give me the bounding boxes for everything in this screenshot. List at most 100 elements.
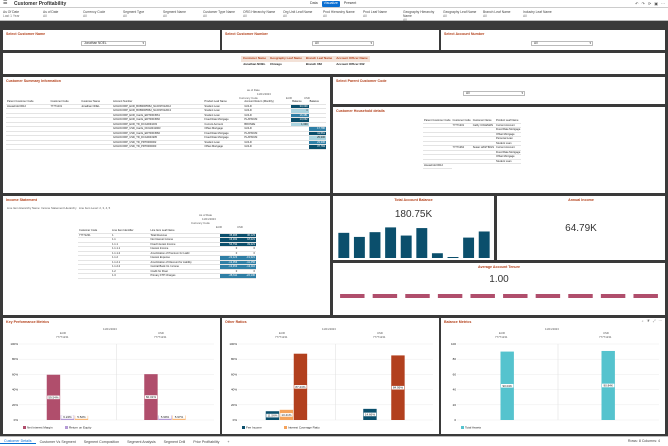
table-row[interactable]: Fixed Rate Mortgage xyxy=(423,150,522,155)
panel-title: Other Ratios xyxy=(225,320,247,324)
bar[interactable] xyxy=(478,231,490,258)
mode-present[interactable]: Present xyxy=(343,1,357,5)
table-row[interactable]: Student Loan xyxy=(423,141,522,146)
account-number-select[interactable]: All xyxy=(531,41,593,46)
table-row[interactable]: GOLDCORP_EUR_Cards_EDT0004561 Student Loa… xyxy=(6,113,326,118)
bar[interactable] xyxy=(385,227,397,258)
table-row[interactable]: Household 0012 77771231 Jonathan NOEL GOLDC… xyxy=(6,104,326,109)
mode-visualize[interactable]: Visualize xyxy=(321,1,340,7)
filter-8[interactable]: Prod Hierarchy Name All xyxy=(323,8,363,18)
bar[interactable] xyxy=(353,236,365,258)
tab-prior-profitability[interactable]: Prior Profitability xyxy=(193,439,220,444)
more-icon[interactable]: ⋯ xyxy=(661,1,665,6)
bar[interactable] xyxy=(535,294,561,298)
bar[interactable] xyxy=(470,294,495,298)
balance-eur-cell xyxy=(291,144,309,150)
account-cell: GOLDCORP_EUR_BOB0005562_NL0037012013 xyxy=(112,108,204,114)
table-row[interactable]: Household 0012 xyxy=(423,163,521,169)
table-row[interactable]: GOLDCORP_USD_TD_DCG0041905 Fixed Rate Mor… xyxy=(6,135,326,141)
bar[interactable] xyxy=(338,232,350,258)
bar[interactable] xyxy=(600,294,626,298)
table-row[interactable]: 1.3 Primary FTP Charges -28,611 -22,130 xyxy=(78,273,256,279)
bar[interactable] xyxy=(340,294,365,298)
search-icon[interactable]: ⌕ xyxy=(641,319,644,323)
filter-13[interactable]: Industry Leaf Name All xyxy=(523,8,563,18)
bar[interactable] xyxy=(405,294,430,298)
customer-name-select[interactable]: Jonathan NOEL xyxy=(81,41,146,46)
menu-icon[interactable]: ☰ xyxy=(3,0,8,6)
eur-cell: 35,965 xyxy=(220,233,239,238)
table-row[interactable]: 1.1 Net Interest Income 16,302 18,221 xyxy=(78,237,256,243)
bar[interactable] xyxy=(503,294,528,298)
bar[interactable] xyxy=(400,235,412,258)
data-label: 13.41% xyxy=(281,413,292,417)
bar[interactable] xyxy=(568,294,593,298)
table-row[interactable]: Student Loan xyxy=(423,159,522,164)
filter-2[interactable]: Currency Code All xyxy=(83,8,123,18)
filter-10[interactable]: Geography Hierarchy Name All xyxy=(403,8,443,23)
undo-icon[interactable]: ↶ xyxy=(635,1,639,6)
parent-customer-select[interactable]: All xyxy=(463,91,525,96)
bar[interactable] xyxy=(447,257,459,258)
redo-icon[interactable]: ↷ xyxy=(641,1,645,6)
filter-3[interactable]: Segment Type All xyxy=(123,8,163,18)
table-row[interactable]: Offset Mortgage xyxy=(423,154,522,160)
bar[interactable] xyxy=(437,294,463,298)
table-row[interactable]: 77771262 Susan HASTINGS Current Account xyxy=(423,145,522,151)
table-row[interactable]: GOLDCORP_EUR_TD_DCG0031003 Current Accoun… xyxy=(6,122,326,127)
filter-9[interactable]: Prod Leaf Name All xyxy=(363,8,403,18)
balance-usd-cell xyxy=(308,104,326,109)
bar[interactable] xyxy=(463,237,475,258)
account-cell: GOLDCORP_USD_Cards_EDT0004582 xyxy=(112,131,204,136)
return-cell: GOLD xyxy=(243,104,292,109)
bar[interactable] xyxy=(372,294,398,298)
bar[interactable] xyxy=(633,294,658,298)
filter-11[interactable]: Geography Leaf Name All xyxy=(443,8,483,18)
table-row[interactable]: GOLDCORP_USD_Cards_DCG0041903 Offset Mort… xyxy=(6,126,326,132)
bar[interactable] xyxy=(431,253,443,258)
mode-data[interactable]: Data xyxy=(310,1,318,5)
balance-eur-cell xyxy=(291,131,309,136)
table-row[interactable]: 1.2 Credit for Float 0 0 xyxy=(78,269,256,274)
refresh-icon[interactable]: ⟳ xyxy=(647,1,652,6)
save-icon[interactable]: ▣ xyxy=(654,1,658,6)
table-row[interactable]: 1.1.2.2 Central Bank Int. Income -13,453 -1… xyxy=(78,264,256,270)
filter-5[interactable]: Customer Type Name All xyxy=(203,8,243,18)
table-row[interactable]: GOLDCORP_EUR_BOB0005562_NL0037012013 Stud… xyxy=(6,108,326,114)
table-row[interactable]: Personal Loan xyxy=(423,136,522,142)
table-row[interactable]: 1.1.1 Fixed Interest Income 54,792 33,221 xyxy=(78,242,256,247)
bar[interactable] xyxy=(416,228,428,258)
table-row[interactable]: GOLDCORP_EUR_Cards_EDT0004560 Fixed Rate … xyxy=(6,117,326,123)
table-row[interactable]: 1.1.2.1 Amortization of Discount for Liab… xyxy=(78,260,256,265)
table-row[interactable]: 1.1.2 Interest Expense -22,123 -19,321 xyxy=(78,255,256,261)
filter-icon[interactable]: ⧩ xyxy=(646,319,650,323)
table-row[interactable]: Offset Mortgage xyxy=(423,132,522,137)
table-row[interactable]: GOLDCORP_USD_Cards_EDT0004582 Fixed Rate … xyxy=(6,131,326,136)
filter-4[interactable]: Segment Name All xyxy=(163,8,203,18)
table-row[interactable]: 77771231 1 Total Revenue 35,965 36,123 xyxy=(78,233,256,238)
table-row[interactable]: 1.1.1.2 Amortization of Premium for Liabi… xyxy=(78,251,256,256)
filter-1[interactable]: As of Date All xyxy=(43,8,83,18)
filter-label: Segment Name xyxy=(163,10,186,14)
filter-12[interactable]: Branch Leaf Name All xyxy=(483,8,523,18)
data-label: 90.04K xyxy=(502,384,512,388)
filter-0[interactable]: As Of Date Last 1 Year xyxy=(3,8,43,18)
table-row[interactable]: GOLDCORP_USD_TD_PRT0000002 Student Loan GO… xyxy=(6,140,326,145)
table-row[interactable]: Fixed Rate Mortgage xyxy=(423,127,522,133)
more-icon[interactable]: ⋯ xyxy=(658,319,663,323)
bar[interactable] xyxy=(369,232,381,258)
line-id-cell: 1.3 xyxy=(111,273,150,279)
filter-7[interactable]: Org Unit Leaf Name All xyxy=(283,8,323,18)
tab-segment-drill[interactable]: Segment Drill xyxy=(163,439,186,444)
filter-6[interactable]: ORG Hierarchy Name All xyxy=(243,8,283,18)
table-row[interactable]: GOLDCORP_USD_TD_PRT0000003 Offset Mortgag… xyxy=(6,144,326,150)
customer-number-select[interactable]: All xyxy=(312,41,374,46)
tab-segment-analysis[interactable]: Segment Analysis xyxy=(127,439,156,444)
tab-customer-details[interactable]: Customer Details xyxy=(0,439,36,444)
add-tab-icon[interactable]: + xyxy=(227,439,230,444)
table-row[interactable]: 1.1.1.1 Interest Income 0 0 xyxy=(78,246,256,252)
table-row[interactable]: 77771231 Cathy COLEMAN Current Account xyxy=(423,123,522,128)
tab-segment-composition[interactable]: Segment Composition xyxy=(83,439,120,444)
expand-icon[interactable]: ⤢ xyxy=(652,319,656,323)
tab-customer-vs-segment[interactable]: Customer Vs Segment xyxy=(39,439,76,444)
